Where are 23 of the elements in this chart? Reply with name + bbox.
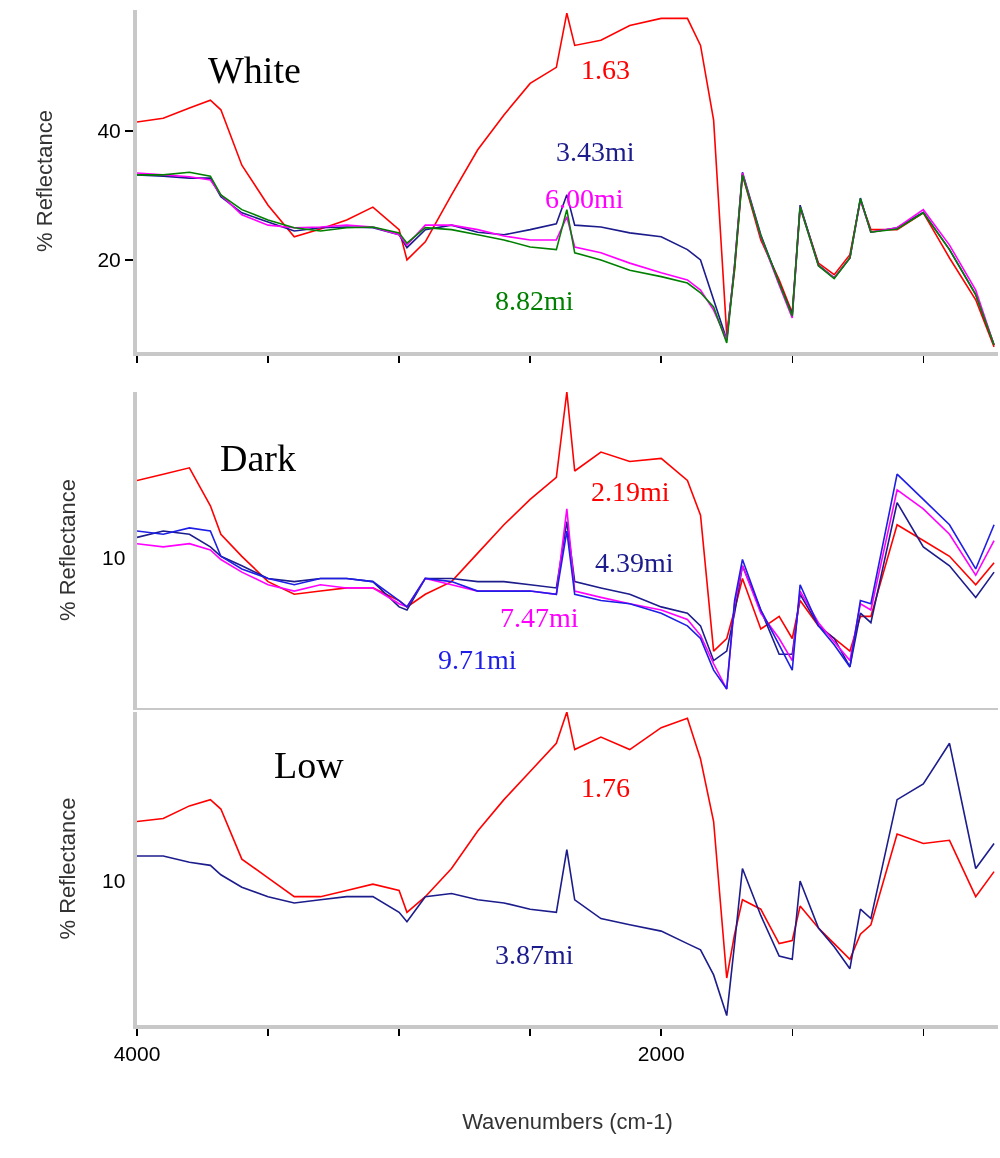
series-label: 1.76 [581,772,630,803]
series-label: 9.71mi [438,644,517,675]
series-label: 8.82mi [495,285,574,316]
y-axis-title: % Reflectance [55,797,81,940]
y-tick-label: 20 [97,248,121,272]
series-label: 4.39mi [595,547,674,578]
y-tick-label: 40 [97,119,121,143]
y-axis-title: % Reflectance [55,479,81,621]
text: 10 [102,546,126,569]
series-label: 7.47mi [500,602,579,633]
text: Low [274,744,345,786]
series-label: 6.00mi [545,183,624,214]
series-label: 2.19mi [591,476,670,507]
x-tick-label: 2000 [637,1042,685,1066]
x-axis-title: Wavenumbers (cm-1) [462,1108,673,1134]
series-label: 1.63 [581,54,630,85]
y-axis-title: % Reflectance [31,110,57,252]
text: 10 [102,869,126,892]
series-label: 3.43mi [556,136,635,167]
x-tick-label: 4000 [113,1042,161,1066]
text: Dark [220,437,296,479]
text: White [208,49,301,91]
series-label: 3.87mi [495,939,574,970]
